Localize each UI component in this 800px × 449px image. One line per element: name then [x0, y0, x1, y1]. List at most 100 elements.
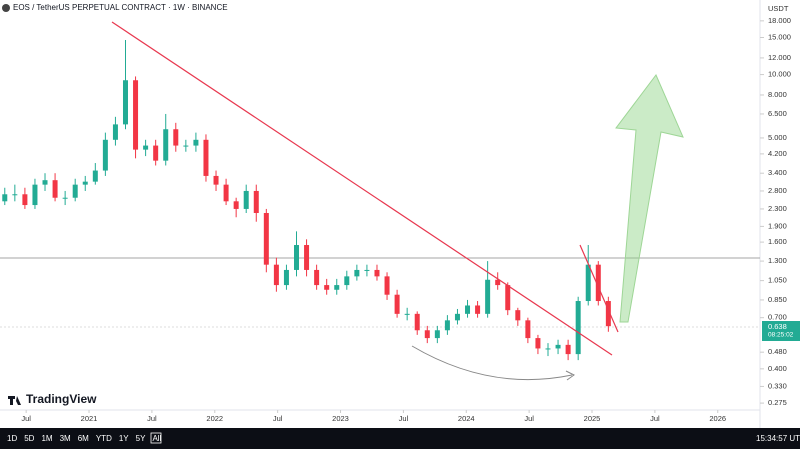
x-tick-label: 2021 — [81, 414, 98, 423]
candle-body — [605, 301, 611, 327]
range-button[interactable]: All — [152, 434, 161, 443]
last-price-tag — [762, 321, 800, 341]
candle-body — [304, 245, 310, 270]
candle-body — [122, 80, 128, 125]
candle-body — [173, 129, 179, 146]
candle-body — [314, 269, 320, 286]
candle-body — [545, 348, 551, 350]
candle-body — [82, 181, 88, 185]
candle-body — [354, 269, 360, 277]
x-tick-label: Jul — [524, 414, 534, 423]
range-button[interactable]: 5D — [24, 434, 34, 443]
date-range-button[interactable] — [150, 432, 162, 444]
x-tick-label: Jul — [21, 414, 31, 423]
candle-body — [585, 264, 591, 302]
y-tick-label: 1.050 — [768, 276, 787, 285]
brand: TradingView — [26, 392, 97, 406]
curve-arrow — [411, 345, 573, 381]
candle-body — [485, 279, 491, 314]
y-tick-label: 6.500 — [768, 109, 787, 118]
range-button[interactable]: 1Y — [119, 434, 129, 443]
candle-body — [12, 194, 18, 196]
candle-body — [525, 320, 531, 339]
candle-body — [384, 276, 390, 295]
candle-body — [102, 139, 108, 171]
y-tick-label: 0.850 — [768, 295, 787, 304]
y-tick-label: 1.300 — [768, 256, 787, 265]
range-button[interactable]: 3M — [60, 434, 71, 443]
y-tick-label: 1.600 — [768, 237, 787, 246]
candle-body — [253, 190, 259, 213]
candle-body — [273, 264, 279, 286]
candle-body — [414, 313, 420, 331]
x-tick-label: Jul — [147, 414, 157, 423]
candle-body — [243, 190, 249, 209]
x-tick-label: 2026 — [709, 414, 726, 423]
y-tick-label: 0.330 — [768, 381, 787, 390]
candle-body — [92, 170, 98, 182]
last-price: 0.638 — [768, 322, 787, 331]
x-tick-label: 2023 — [332, 414, 349, 423]
candle-body — [404, 313, 410, 315]
candle-body — [364, 269, 370, 271]
candle-body — [52, 180, 58, 198]
logo-icon — [8, 396, 21, 405]
x-tick-label: 2024 — [458, 414, 475, 423]
candle-body — [42, 180, 48, 185]
candle-body — [454, 313, 460, 321]
candle-body — [434, 330, 440, 339]
x-tick-label: Jul — [273, 414, 283, 423]
candle-body — [112, 124, 118, 140]
candle-body — [163, 129, 169, 161]
candle-body — [334, 285, 340, 290]
y-tick-label: 5.000 — [768, 133, 787, 142]
range-button[interactable]: 1M — [41, 434, 52, 443]
candle-body — [555, 344, 561, 349]
candle-body — [233, 201, 239, 209]
candle-body — [374, 269, 380, 277]
toolbar — [0, 428, 800, 449]
range-button[interactable]: 1D — [7, 434, 17, 443]
up-arrow — [615, 74, 684, 323]
y-tick-label: 15.000 — [768, 32, 791, 41]
candle-body — [283, 269, 289, 286]
clock: 15:34:57 UTC — [756, 434, 800, 443]
candle-body — [72, 184, 78, 198]
candle-body — [133, 80, 139, 150]
trend-line — [579, 244, 619, 333]
x-tick-label: 2022 — [206, 414, 223, 423]
candle-body — [595, 264, 601, 302]
candle-body — [444, 320, 450, 331]
symbol-icon — [2, 4, 10, 12]
candle-body — [394, 294, 400, 314]
y-tick-label: 2.800 — [768, 186, 787, 195]
candle-body — [193, 139, 199, 146]
x-tick-label: Jul — [650, 414, 660, 423]
candle-body — [475, 305, 481, 314]
candle-body — [183, 145, 189, 147]
candle-body — [203, 139, 209, 176]
y-tick-label: 12.000 — [768, 53, 791, 62]
candle-body — [495, 279, 501, 286]
candle-body — [32, 184, 38, 206]
trend-line — [111, 21, 613, 356]
x-tick-label: 2025 — [584, 414, 601, 423]
y-tick-label: 10.000 — [768, 70, 791, 79]
range-button[interactable]: 5Y — [136, 434, 146, 443]
candle-body — [344, 276, 350, 286]
range-button[interactable]: YTD — [96, 434, 112, 443]
chart-title: EOS / TetherUS PERPETUAL CONTRACT · 1W ·… — [13, 3, 228, 12]
y-tick-label: 1.900 — [768, 221, 787, 230]
candle-body — [263, 212, 269, 265]
candle-body — [22, 194, 28, 206]
range-button[interactable]: 6M — [78, 434, 89, 443]
candle-body — [505, 285, 511, 311]
candle-body — [2, 194, 8, 202]
candle-body — [575, 301, 581, 355]
y-tick-label: 4.200 — [768, 149, 787, 158]
candle-body — [324, 285, 330, 290]
x-tick-label: Jul — [399, 414, 409, 423]
y-tick-label: 0.400 — [768, 364, 787, 373]
y-tick-label: 0.275 — [768, 398, 787, 407]
